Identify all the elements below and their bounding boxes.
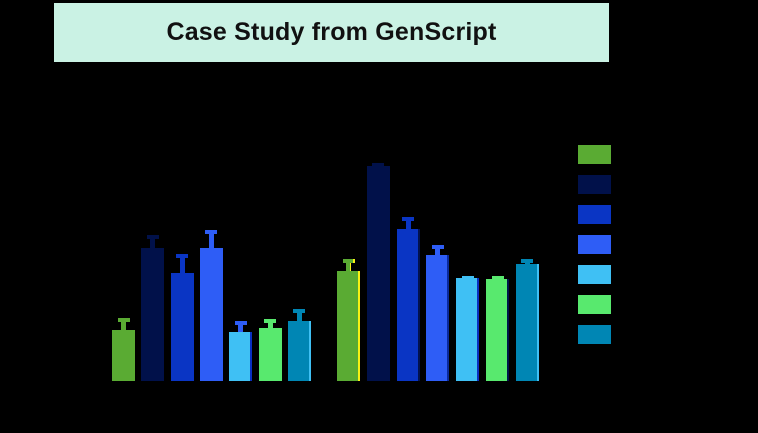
error-bar-cap-group-1-series-2-navy [146, 235, 159, 239]
legend-swatch-green [578, 145, 611, 164]
bar-group-1-series-2-navy [141, 248, 165, 381]
error-bar-cap-group-1-series-6-light-green [264, 319, 276, 323]
error-bar-cap-group-2-series-7-teal [521, 259, 534, 263]
bar-edge-sliver-group-2-series-7-teal [536, 264, 539, 381]
legend-swatch-blue [578, 205, 611, 224]
error-bar-cap-group-1-series-7-teal [293, 309, 306, 313]
bar-group-1-series-6-light-green [258, 328, 282, 381]
bar-edge-sliver-group-2-series-1-green [358, 271, 360, 381]
error-bar-stem-group-1-series-4-bright-blue [208, 233, 214, 249]
error-bar-stem-group-1-series-1-green [121, 321, 126, 331]
error-bar-stem-group-1-series-5-cyan [238, 324, 244, 333]
bar-group-1-series-4-bright-blue [199, 248, 223, 381]
error-bar-stem-group-1-series-6-light-green [267, 322, 273, 329]
chart-title: Case Study from GenScript [166, 18, 497, 46]
bar-edge-sliver-group-1-series-5-cyan [250, 332, 253, 381]
bar-group-1-series-1-green [112, 330, 135, 381]
bar-group-1-series-5-cyan [229, 332, 253, 381]
bar-group-2-series-7-teal [515, 264, 539, 381]
error-bar-cap-group-2-series-2-navy [372, 163, 385, 167]
bar-group-2-series-5-cyan [456, 278, 480, 381]
legend-swatch-navy [578, 175, 611, 194]
error-bar-cap-group-2-series-4-bright-blue [431, 245, 444, 249]
error-bar-cap-group-1-series-1-green [117, 318, 130, 322]
bar-group-2-series-3-blue [396, 229, 420, 381]
bar-edge-sliver-group-2-series-4-bright-blue [447, 255, 450, 381]
error-bar-cap-group-1-series-4-bright-blue [205, 230, 218, 234]
error-bar-cap-group-1-series-3-blue [176, 254, 189, 258]
bar-group-2-series-1-green [337, 271, 360, 381]
error-bar-cap-group-2-series-3-blue [402, 217, 415, 221]
error-bar-stem-group-2-series-4-bright-blue [435, 248, 441, 256]
error-bar-cap-group-2-series-1-green [342, 259, 355, 263]
legend-swatch-teal [578, 325, 611, 344]
bar-edge-sliver-group-1-series-7-teal [308, 321, 311, 381]
error-bar-stem-group-2-series-3-blue [405, 220, 411, 230]
legend-swatch-cyan [578, 265, 611, 284]
error-bar-stem-group-2-series-1-green [346, 262, 351, 272]
error-bar-stem-group-1-series-3-blue [179, 257, 185, 274]
bar-edge-sliver-group-2-series-5-cyan [477, 278, 480, 381]
legend-swatch-light-green [578, 295, 611, 314]
bar-group-1-series-7-teal [287, 321, 311, 381]
bar-group-2-series-6-light-green [486, 279, 509, 381]
bar-edge-sliver-group-2-series-3-blue [417, 229, 420, 381]
error-bar-cap-group-2-series-6-light-green [491, 276, 504, 280]
legend-swatch-bright-blue [578, 235, 611, 254]
error-bar-stem-group-1-series-7-teal [296, 312, 302, 322]
error-bar-stem-group-2-series-7-teal [524, 262, 530, 265]
bar-edge-sliver-group-2-series-6-light-green [507, 279, 509, 381]
bar-group-2-series-4-bright-blue [426, 255, 450, 381]
chart-title-box: Case Study from GenScript [54, 3, 609, 62]
bar-group-1-series-3-blue [170, 273, 194, 381]
bar-group-2-series-2-navy [366, 166, 390, 381]
error-bar-stem-group-1-series-2-navy [150, 238, 156, 249]
error-bar-cap-group-1-series-5-cyan [234, 321, 247, 325]
